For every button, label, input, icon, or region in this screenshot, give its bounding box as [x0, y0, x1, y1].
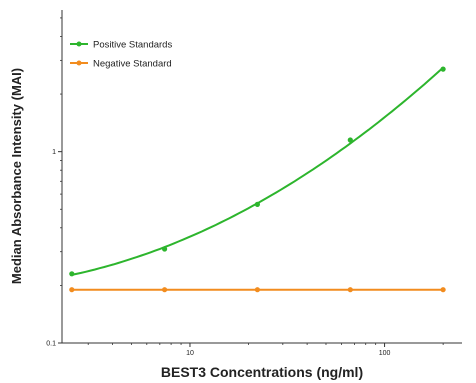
- plot-area: 0.1 1 10 100: [46, 10, 462, 357]
- data-point: [347, 287, 353, 293]
- legend-item-positive: Positive Standards: [70, 40, 172, 51]
- data-point: [254, 287, 260, 293]
- legend: Positive Standards Negative Standard: [70, 40, 172, 70]
- axis-ticks: 0.1 1 10 100: [46, 17, 444, 357]
- data-point: [440, 287, 446, 293]
- legend-marker-negative: [76, 60, 82, 66]
- legend-item-negative: Negative Standard: [70, 59, 172, 70]
- series-line: [71, 66, 444, 276]
- data-point: [69, 271, 75, 277]
- series-layer: [69, 66, 446, 293]
- x-tick-label: 100: [379, 350, 391, 357]
- legend-marker-positive: [76, 41, 82, 47]
- data-point: [254, 201, 260, 207]
- data-point: [440, 66, 446, 72]
- legend-label-negative: Negative Standard: [93, 59, 172, 70]
- data-point: [69, 287, 75, 293]
- y-axis-title: Median Absorbance Intensity (MAI): [9, 68, 24, 284]
- y-tick-label: 0.1: [46, 341, 56, 348]
- data-point: [162, 246, 168, 252]
- y-tick-label: 1: [52, 149, 56, 156]
- data-point: [347, 137, 353, 143]
- data-point: [162, 287, 168, 293]
- x-tick-label: 10: [186, 350, 194, 357]
- x-axis-title: BEST3 Concentrations (ng/ml): [161, 364, 363, 380]
- legend-label-positive: Positive Standards: [93, 40, 172, 51]
